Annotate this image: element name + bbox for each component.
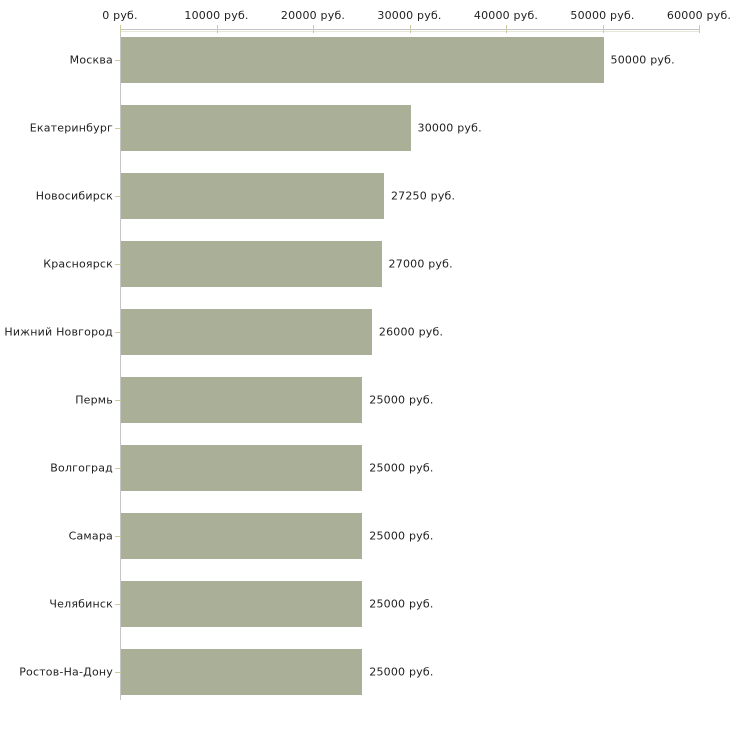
x-axis-tick-label: 50000 руб.: [570, 9, 635, 22]
category-label: Нижний Новгород: [4, 325, 113, 339]
x-axis-tick-mark: [313, 25, 314, 33]
y-axis-line: [120, 29, 121, 700]
bar: [121, 377, 363, 423]
bar-row: Екатеринбург 30000 руб.: [0, 98, 730, 166]
bar: [121, 513, 363, 559]
x-axis-tick-label: 10000 руб.: [184, 9, 249, 22]
category-tick-mark: [115, 196, 121, 197]
value-label: 25000 руб.: [369, 597, 434, 611]
category-label: Ростов-На-Дону: [19, 665, 113, 679]
value-label: 27000 руб.: [388, 257, 453, 271]
x-axis-tick-mark: [603, 25, 604, 33]
category-tick-mark: [115, 60, 121, 61]
bar-row: Волгоград 25000 руб.: [0, 438, 730, 506]
value-label: 30000 руб.: [417, 121, 482, 135]
bar: [121, 241, 382, 287]
bar: [121, 105, 411, 151]
bar-row: Нижний Новгород 26000 руб.: [0, 302, 730, 370]
bar-row: Челябинск 25000 руб.: [0, 574, 730, 642]
bar: [121, 309, 372, 355]
category-tick-mark: [115, 672, 121, 673]
category-tick-mark: [115, 536, 121, 537]
value-label: 27250 руб.: [390, 189, 456, 203]
bar-row: Самара 25000 руб.: [0, 506, 730, 574]
x-axis-tick-mark: [506, 25, 507, 33]
category-tick-mark: [115, 332, 121, 333]
bar: [121, 649, 363, 695]
category-label: Самара: [68, 529, 113, 543]
x-axis-tick-label: 40000 руб.: [473, 9, 539, 22]
bar-row: Ростов-На-Дону 25000 руб.: [0, 642, 730, 710]
bar: [121, 581, 363, 627]
bar-row: Красноярск 27000 руб.: [0, 234, 730, 302]
plot-area: Москва 50000 руб. Екатеринбург 30000 руб. Но…: [0, 30, 730, 710]
x-axis-tick-label: 30000 руб.: [377, 9, 442, 22]
bar: [121, 37, 604, 83]
bar: [121, 173, 384, 219]
bar-row: Москва 50000 руб.: [0, 30, 730, 98]
category-label: Красноярск: [43, 257, 113, 271]
bar: [121, 445, 363, 491]
value-label: 25000 руб.: [369, 461, 434, 475]
x-axis-tick-label: 20000 руб.: [280, 9, 346, 22]
category-tick-mark: [115, 468, 121, 469]
category-label: Волгоград: [50, 461, 113, 475]
x-axis-tick-mark: [217, 25, 218, 33]
category-label: Екатеринбург: [29, 121, 113, 135]
value-label: 25000 руб.: [369, 393, 434, 407]
category-label: Челябинск: [49, 597, 113, 611]
x-axis-tick-label: 0 руб.: [102, 9, 138, 22]
bar-row: Пермь 25000 руб.: [0, 370, 730, 438]
value-label: 50000 руб.: [610, 53, 675, 67]
category-tick-mark: [115, 264, 121, 265]
value-label: 26000 руб.: [378, 325, 444, 339]
value-label: 25000 руб.: [369, 529, 434, 543]
category-tick-mark: [115, 604, 121, 605]
x-axis-tick-label: 60000 руб.: [666, 9, 730, 22]
value-label: 25000 руб.: [369, 665, 434, 679]
category-label: Новосибирск: [35, 189, 113, 203]
x-axis-tick-mark: [120, 25, 121, 33]
category-label: Пермь: [75, 393, 113, 407]
category-label: Москва: [69, 53, 113, 67]
category-tick-mark: [115, 128, 121, 129]
category-tick-mark: [115, 400, 121, 401]
x-axis-tick-mark: [410, 25, 411, 33]
bar-row: Новосибирск 27250 руб.: [0, 166, 730, 234]
x-axis-tick-mark: [699, 25, 700, 33]
